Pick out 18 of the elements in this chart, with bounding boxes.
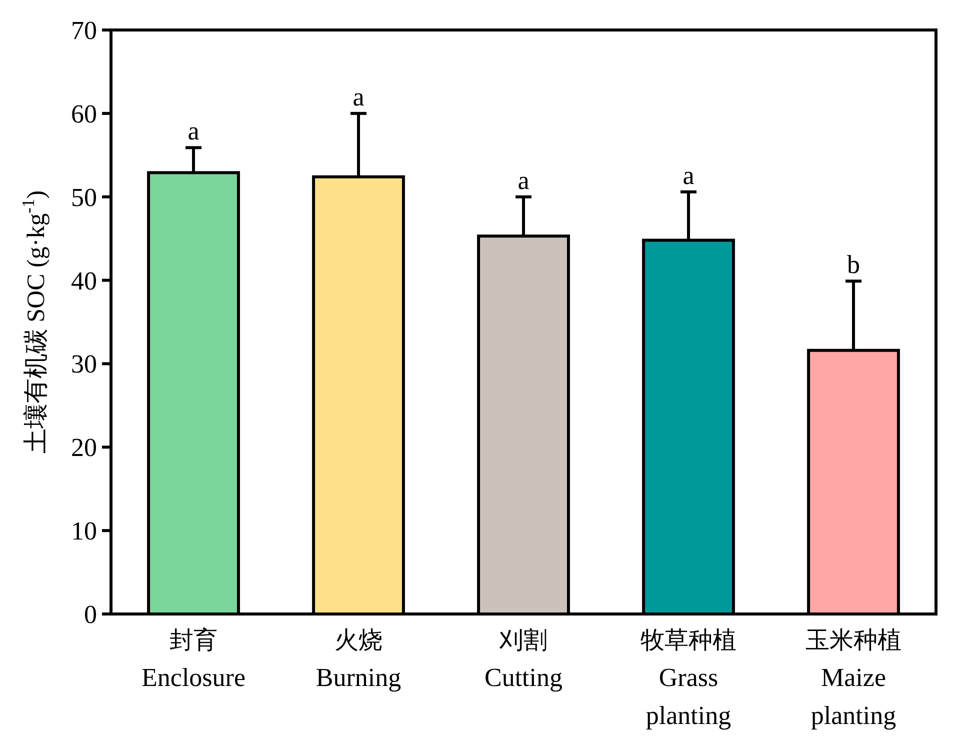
x-tick-label: 火烧 Burning <box>316 626 402 692</box>
y-tick-label: 10 <box>71 516 97 546</box>
y-tick-label: 30 <box>71 350 97 379</box>
annotation: b <box>847 250 860 280</box>
annotation: a <box>352 82 365 112</box>
y-tick-label: 50 <box>71 182 97 212</box>
annotation: a <box>188 116 200 146</box>
y-tick-label: 0 <box>84 600 97 629</box>
y-tick-label: 70 <box>71 16 97 45</box>
y-tick-label: 20 <box>71 433 97 462</box>
annotation: a <box>518 166 530 195</box>
y-tick-label: 40 <box>71 266 97 296</box>
x-tick-label: 封育 Enclosure <box>142 626 246 692</box>
x-tick-label: 刈割 Cutting <box>484 626 563 692</box>
x-tick-label: 牧草种植 Grass planting <box>640 626 736 730</box>
y-tick-label: 60 <box>71 99 97 128</box>
x-tick-label: 玉米种植 Maize planting <box>806 626 902 730</box>
annotation: a <box>682 160 695 190</box>
